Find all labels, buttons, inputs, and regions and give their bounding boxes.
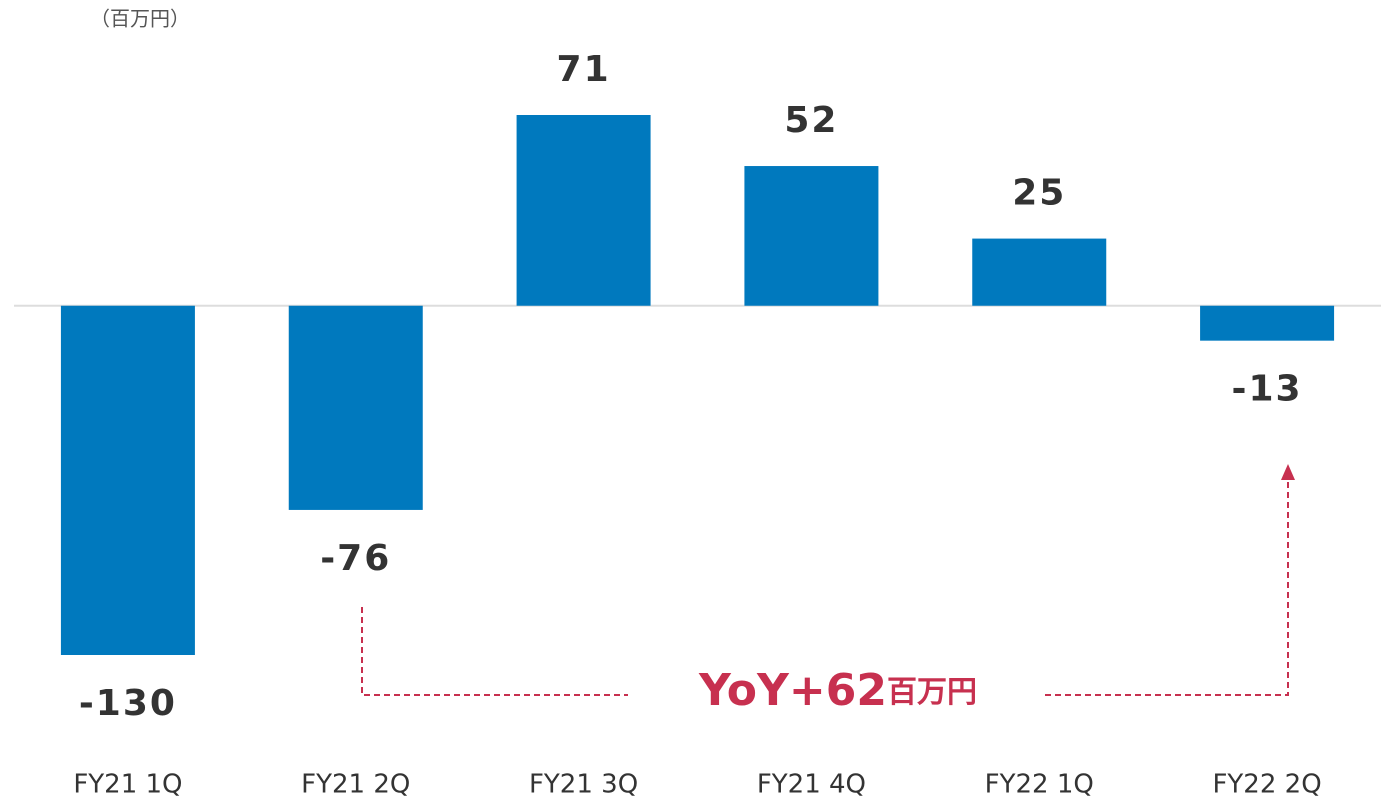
annotation-unit: 百万円 [887,675,977,710]
x-tick-label: FY22 2Q [1212,770,1321,800]
annotation: YoY+62百万円 [698,665,977,716]
bar [60,305,195,655]
bar [1200,305,1335,341]
arrow-head [1281,464,1295,480]
data-label: -76 [320,538,391,579]
bar [744,166,879,306]
x-tick-label: FY21 3Q [529,770,638,800]
dashed-line [361,607,628,696]
data-label: 52 [784,100,838,141]
x-tick-label: FY21 2Q [301,770,410,800]
annotation-value: YoY+62 [698,665,887,716]
data-label: 25 [1012,173,1066,214]
x-tick-label: FY21 1Q [73,770,182,800]
bar [288,305,423,510]
data-label: -13 [1232,369,1303,410]
unit-label: （百万円） [90,7,190,31]
bar [972,238,1107,306]
x-tick-label: FY21 4Q [757,770,866,800]
x-tick-label: FY22 1Q [985,770,1094,800]
annotation-arrow [361,464,1295,696]
dashed-line [1045,478,1289,696]
data-label: -130 [79,683,177,724]
data-label: 71 [557,49,611,90]
bar [516,115,651,306]
